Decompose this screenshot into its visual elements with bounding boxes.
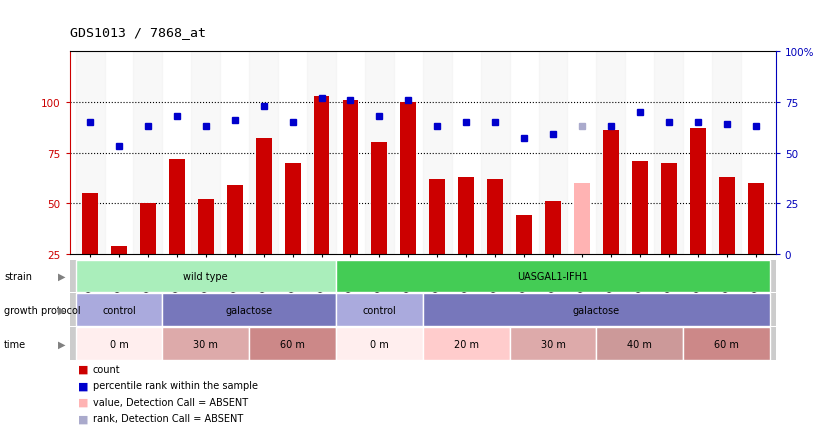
Bar bbox=[480, 52, 510, 254]
Bar bbox=[748, 184, 764, 254]
Bar bbox=[654, 52, 683, 254]
Bar bbox=[603, 131, 619, 254]
Bar bbox=[227, 186, 243, 254]
Bar bbox=[255, 139, 272, 254]
Bar bbox=[336, 294, 423, 326]
Bar bbox=[76, 260, 336, 293]
Text: 0 m: 0 m bbox=[370, 339, 389, 349]
Bar bbox=[371, 143, 388, 254]
Bar bbox=[163, 328, 250, 360]
Bar bbox=[423, 294, 770, 326]
Bar bbox=[510, 328, 596, 360]
Text: ▶: ▶ bbox=[57, 271, 66, 281]
Bar bbox=[596, 328, 683, 360]
Bar bbox=[336, 260, 770, 293]
Bar bbox=[140, 204, 156, 254]
Text: control: control bbox=[102, 305, 135, 315]
Bar bbox=[76, 294, 163, 326]
Bar bbox=[632, 161, 648, 254]
Text: 0 m: 0 m bbox=[109, 339, 128, 349]
Bar bbox=[111, 246, 127, 254]
Text: 40 m: 40 m bbox=[627, 339, 652, 349]
Text: galactose: galactose bbox=[573, 305, 620, 315]
Bar bbox=[336, 328, 423, 360]
Bar bbox=[169, 159, 185, 254]
Text: ■: ■ bbox=[78, 381, 89, 390]
Text: 30 m: 30 m bbox=[540, 339, 566, 349]
Bar bbox=[712, 52, 741, 254]
Bar bbox=[596, 52, 626, 254]
Text: ▶: ▶ bbox=[57, 305, 66, 315]
Text: value, Detection Call = ABSENT: value, Detection Call = ABSENT bbox=[93, 397, 248, 407]
Text: 60 m: 60 m bbox=[280, 339, 305, 349]
Bar bbox=[516, 216, 532, 254]
Text: GDS1013 / 7868_at: GDS1013 / 7868_at bbox=[70, 26, 206, 39]
Bar bbox=[365, 52, 394, 254]
Bar bbox=[163, 294, 336, 326]
Text: growth protocol: growth protocol bbox=[4, 305, 80, 315]
Bar bbox=[342, 101, 359, 254]
Bar bbox=[574, 184, 590, 254]
Bar bbox=[690, 129, 706, 254]
Text: rank, Detection Call = ABSENT: rank, Detection Call = ABSENT bbox=[93, 414, 243, 423]
Text: 60 m: 60 m bbox=[714, 339, 739, 349]
Bar bbox=[307, 52, 336, 254]
Text: percentile rank within the sample: percentile rank within the sample bbox=[93, 381, 258, 390]
Text: ■: ■ bbox=[78, 364, 89, 374]
Text: galactose: galactose bbox=[226, 305, 273, 315]
Bar bbox=[487, 180, 503, 254]
Bar bbox=[285, 163, 300, 254]
Bar bbox=[250, 52, 278, 254]
Text: time: time bbox=[4, 339, 26, 349]
Text: strain: strain bbox=[4, 271, 32, 281]
Text: 30 m: 30 m bbox=[194, 339, 218, 349]
Text: wild type: wild type bbox=[183, 271, 228, 281]
Text: 20 m: 20 m bbox=[454, 339, 479, 349]
Text: ■: ■ bbox=[78, 397, 89, 407]
Bar bbox=[458, 178, 475, 254]
Bar bbox=[423, 52, 452, 254]
Text: UASGAL1-IFH1: UASGAL1-IFH1 bbox=[517, 271, 589, 281]
Bar bbox=[661, 163, 677, 254]
Bar bbox=[545, 202, 561, 254]
Bar bbox=[191, 52, 220, 254]
Bar bbox=[82, 194, 98, 254]
Bar bbox=[683, 328, 770, 360]
Bar bbox=[76, 52, 104, 254]
Bar bbox=[76, 328, 163, 360]
Text: ■: ■ bbox=[78, 414, 89, 423]
Bar bbox=[718, 178, 735, 254]
Bar bbox=[250, 328, 336, 360]
Text: ▶: ▶ bbox=[57, 339, 66, 349]
Bar bbox=[198, 200, 213, 254]
Text: count: count bbox=[93, 364, 121, 374]
Bar bbox=[423, 328, 510, 360]
Bar bbox=[429, 180, 445, 254]
Bar bbox=[401, 103, 416, 254]
Bar bbox=[539, 52, 567, 254]
Bar bbox=[314, 97, 329, 254]
Bar bbox=[134, 52, 163, 254]
Text: control: control bbox=[363, 305, 397, 315]
